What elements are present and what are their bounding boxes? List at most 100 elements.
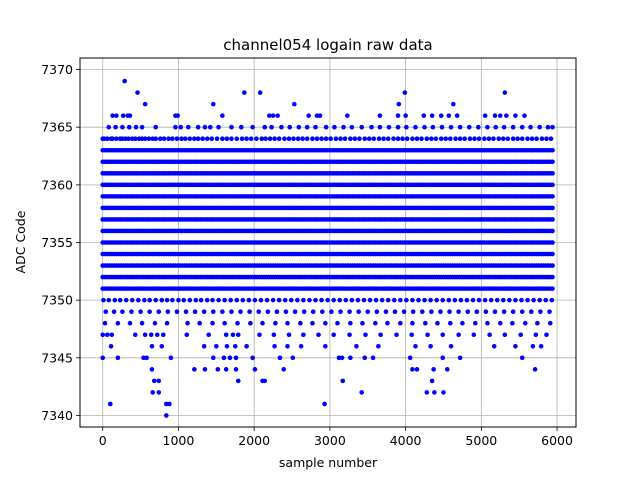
data-point xyxy=(472,320,478,326)
data-point xyxy=(151,378,157,384)
data-point xyxy=(109,332,115,338)
data-point xyxy=(147,309,152,314)
data-point xyxy=(349,297,355,303)
data-point xyxy=(362,355,368,361)
data-point xyxy=(273,320,278,326)
data-point xyxy=(323,343,328,349)
x-axis-title: sample number xyxy=(279,455,378,470)
data-point xyxy=(355,297,361,303)
data-point xyxy=(342,136,348,142)
data-point xyxy=(501,124,507,130)
data-point xyxy=(224,343,230,349)
data-point xyxy=(279,124,284,130)
x-tick-label: 0 xyxy=(99,433,107,448)
data-point xyxy=(139,124,145,130)
data-point xyxy=(161,136,167,142)
data-point xyxy=(319,297,324,303)
data-point xyxy=(392,309,398,314)
data-point xyxy=(502,332,508,338)
data-point xyxy=(148,332,154,338)
data-point xyxy=(310,309,316,314)
data-point xyxy=(282,297,288,303)
data-point xyxy=(195,124,201,130)
data-point xyxy=(335,320,340,326)
data-point xyxy=(258,297,264,303)
data-point xyxy=(424,390,430,395)
data-point xyxy=(550,240,555,245)
data-point xyxy=(103,309,109,314)
data-point xyxy=(149,343,155,349)
data-point xyxy=(292,101,297,107)
data-point xyxy=(376,136,382,142)
data-point xyxy=(467,136,473,142)
data-point xyxy=(348,136,353,142)
data-point xyxy=(270,113,276,118)
data-point xyxy=(179,136,184,142)
data-point xyxy=(166,136,171,142)
data-point xyxy=(361,297,367,303)
data-point xyxy=(117,297,123,303)
data-point xyxy=(304,136,310,142)
data-point xyxy=(502,90,508,95)
data-point xyxy=(252,297,258,303)
data-point xyxy=(438,309,443,314)
data-point xyxy=(234,297,240,303)
data-point xyxy=(448,124,454,130)
data-point xyxy=(425,332,430,338)
data-point xyxy=(101,297,106,303)
data-point xyxy=(538,343,544,349)
data-point xyxy=(220,113,225,118)
data-point xyxy=(339,355,345,361)
data-point xyxy=(164,297,170,303)
data-point xyxy=(457,355,463,361)
data-point xyxy=(377,113,383,118)
data-point xyxy=(513,343,518,349)
data-point xyxy=(250,124,255,130)
data-point xyxy=(122,78,127,84)
data-point xyxy=(492,113,498,118)
data-point xyxy=(242,90,247,95)
data-point xyxy=(272,136,277,142)
data-point xyxy=(482,297,488,303)
data-point xyxy=(452,297,458,303)
data-point xyxy=(446,113,452,118)
data-point xyxy=(456,309,461,314)
data-point xyxy=(120,113,126,118)
data-point xyxy=(204,136,210,142)
data-point xyxy=(295,297,300,303)
data-point xyxy=(184,332,190,338)
data-point xyxy=(394,332,399,338)
data-point xyxy=(337,297,343,303)
data-point xyxy=(447,309,452,314)
data-point xyxy=(404,136,410,142)
data-point xyxy=(156,378,162,384)
data-point xyxy=(156,309,162,314)
data-point xyxy=(185,124,191,130)
data-point xyxy=(210,355,216,361)
data-point xyxy=(227,355,233,361)
data-point xyxy=(178,124,184,130)
data-point xyxy=(317,113,323,118)
data-point xyxy=(265,309,271,314)
data-point xyxy=(286,332,292,338)
data-point xyxy=(100,332,106,338)
data-point xyxy=(440,297,446,303)
data-point xyxy=(267,113,272,118)
data-point xyxy=(549,297,555,303)
data-point xyxy=(439,124,445,130)
data-point xyxy=(111,309,117,314)
data-point xyxy=(550,274,555,280)
data-point xyxy=(286,136,292,142)
data-point xyxy=(164,413,169,418)
data-point xyxy=(146,136,152,142)
data-point xyxy=(501,136,506,142)
data-point xyxy=(504,113,509,118)
data-point xyxy=(529,309,534,314)
data-point xyxy=(550,182,555,188)
data-point xyxy=(548,136,554,142)
data-point xyxy=(519,297,524,303)
data-point xyxy=(419,309,425,314)
data-point xyxy=(301,332,306,338)
data-point xyxy=(458,297,464,303)
data-point xyxy=(354,343,359,349)
